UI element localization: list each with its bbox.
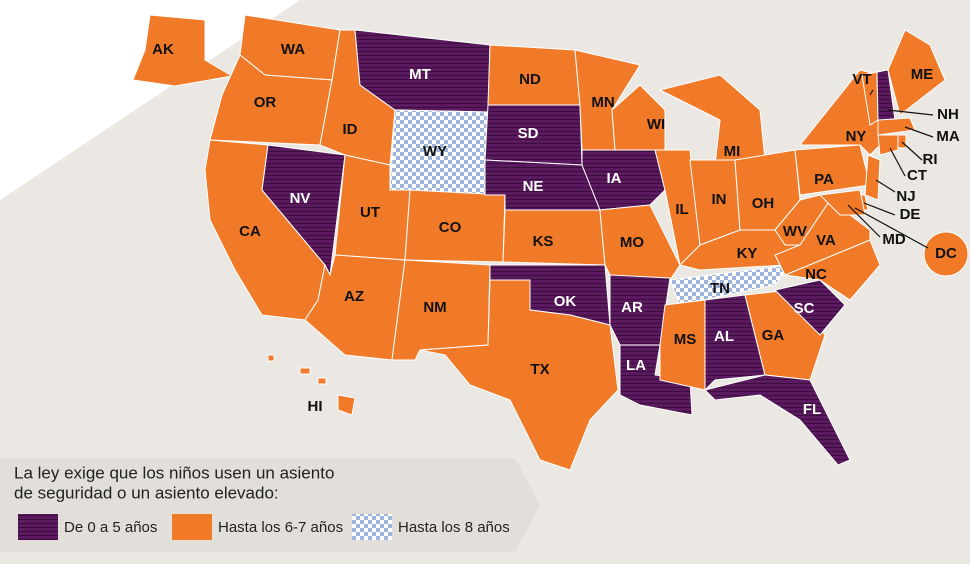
state — [923, 231, 969, 277]
state-label: AK — [152, 41, 174, 58]
leader-line — [904, 126, 934, 138]
state — [419, 279, 619, 471]
state — [611, 84, 666, 151]
state-label: WY — [423, 143, 447, 160]
state-label: MA — [936, 128, 959, 145]
state — [887, 29, 946, 116]
state — [659, 299, 706, 391]
leader-line — [869, 89, 874, 96]
state-label: MN — [591, 94, 614, 111]
state-label: CT — [907, 167, 927, 184]
state-label: AL — [714, 328, 734, 345]
legend-label: Hasta los 6-7 años — [218, 519, 343, 536]
state-label: SC — [794, 300, 815, 317]
legend-swatch — [172, 514, 212, 540]
state-label: AZ — [344, 288, 364, 305]
state-label: VT — [852, 71, 871, 88]
state-label: WV — [783, 223, 807, 240]
state-label: IN — [712, 191, 727, 208]
state-label: TN — [710, 280, 730, 297]
leader-line — [863, 202, 896, 216]
leader-line — [901, 141, 923, 161]
state — [669, 264, 792, 306]
state-label: KS — [533, 233, 554, 250]
state — [818, 189, 866, 216]
state-label: DC — [935, 245, 957, 262]
state-label: NY — [846, 128, 867, 145]
state-label: MO — [620, 234, 644, 251]
state-label: RI — [923, 151, 938, 168]
state-label: NV — [290, 190, 311, 207]
state-label: ID — [343, 121, 358, 138]
state-label: WA — [281, 41, 305, 58]
state-label: NJ — [896, 188, 915, 205]
state-label: SD — [518, 125, 539, 142]
state-label: MI — [724, 143, 741, 160]
state-label: NH — [937, 106, 959, 123]
state — [267, 354, 356, 416]
legend-box — [0, 458, 540, 552]
legend-label: Hasta los 8 años — [398, 519, 510, 536]
state — [502, 209, 606, 266]
state — [864, 154, 881, 201]
state-label: VA — [816, 232, 836, 249]
legend: La ley exige que los niños usen un asien… — [14, 463, 510, 540]
state — [877, 134, 899, 156]
state-label: MT — [409, 66, 431, 83]
state-label: MD — [882, 231, 905, 248]
state-label: NE — [523, 178, 544, 195]
state-labels: AK WA OR CA NV ID MT WY UT CO AZ NM ND SD NE KS OK TX MN IA… — [152, 41, 960, 418]
state-label: CA — [239, 223, 261, 240]
state-label: AR — [621, 299, 643, 316]
state-label: IA — [607, 170, 622, 187]
legend-label: De 0 a 5 años — [64, 519, 157, 536]
state-label: NC — [805, 266, 827, 283]
state — [897, 134, 907, 149]
state-label: IL — [675, 201, 688, 218]
state-label: DE — [900, 206, 921, 223]
leader-line — [854, 207, 929, 249]
state-label: HI — [308, 398, 323, 415]
state-label: MS — [674, 331, 697, 348]
state-label: OH — [752, 195, 775, 212]
state — [619, 344, 693, 416]
state — [774, 279, 846, 336]
legend-swatch — [18, 514, 58, 540]
state-label: OR — [254, 94, 277, 111]
state — [132, 14, 234, 87]
state-label: LA — [626, 357, 646, 374]
state — [704, 294, 766, 392]
state-label: TX — [530, 361, 549, 378]
legend-swatch — [352, 514, 392, 540]
legend-title: La ley exige que los niños usen un asien… — [14, 463, 334, 482]
leader-line — [847, 204, 881, 238]
state-label: FL — [803, 401, 821, 418]
state — [704, 374, 851, 466]
state-label: ND — [519, 71, 541, 88]
background-corner — [0, 0, 300, 200]
leader-line — [887, 109, 934, 116]
state-label: KY — [737, 245, 758, 262]
legend-title: de seguridad o un asiento elevado: — [14, 483, 279, 502]
state-label: UT — [360, 204, 380, 221]
states — [132, 14, 969, 471]
state-label: GA — [762, 327, 785, 344]
state-label: OK — [554, 293, 577, 310]
state-label: CO — [439, 219, 462, 236]
state-label: NM — [423, 299, 446, 316]
state-label: ME — [911, 66, 934, 83]
leader-line — [889, 147, 906, 177]
leader-line — [875, 179, 896, 193]
state-label: WI — [647, 116, 665, 133]
state-label: PA — [814, 171, 834, 188]
